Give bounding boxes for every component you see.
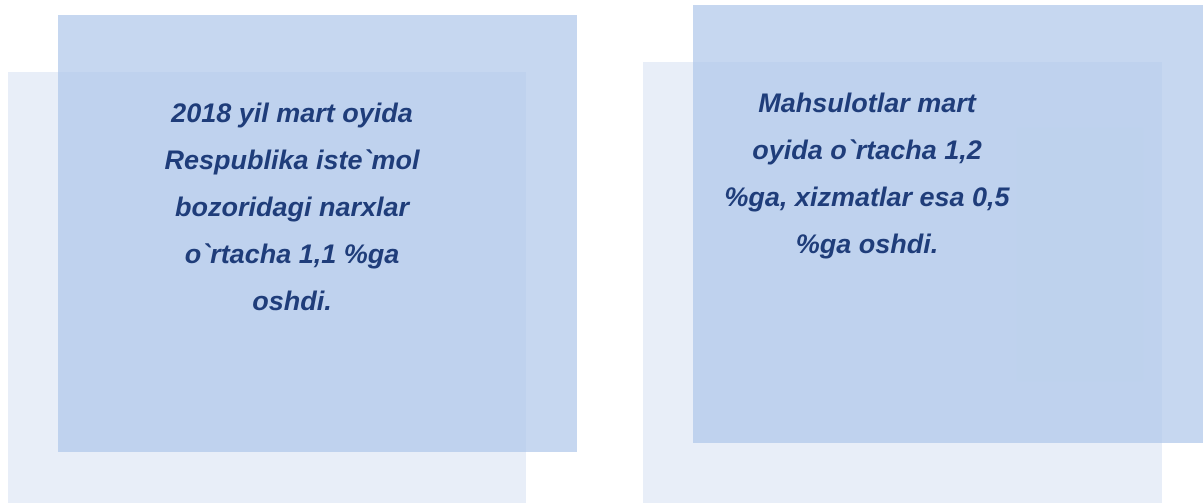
- panel-right: [643, 5, 1203, 503]
- text-line: 2018 yil mart oyida: [170, 98, 413, 128]
- text-line: bozoridagi narxlar: [175, 192, 411, 222]
- panel-left: [8, 15, 577, 503]
- text-line: o`rtacha 1,1 %ga: [185, 239, 400, 269]
- text-line: %ga, xizmatlar esa 0,5: [724, 182, 1010, 212]
- front-rect: [693, 5, 1203, 443]
- text-line: oyida o`rtacha 1,2: [752, 135, 982, 165]
- text-line: Mahsulotlar mart: [758, 88, 977, 118]
- text-line: oshdi.: [252, 286, 332, 316]
- texts: 2018 yil mart oyida Respublika iste`mol bo…: [164, 88, 1010, 316]
- text-line: Respublika iste`mol: [164, 145, 420, 175]
- text-line: %ga oshdi.: [796, 229, 939, 259]
- front-rect: [58, 15, 577, 452]
